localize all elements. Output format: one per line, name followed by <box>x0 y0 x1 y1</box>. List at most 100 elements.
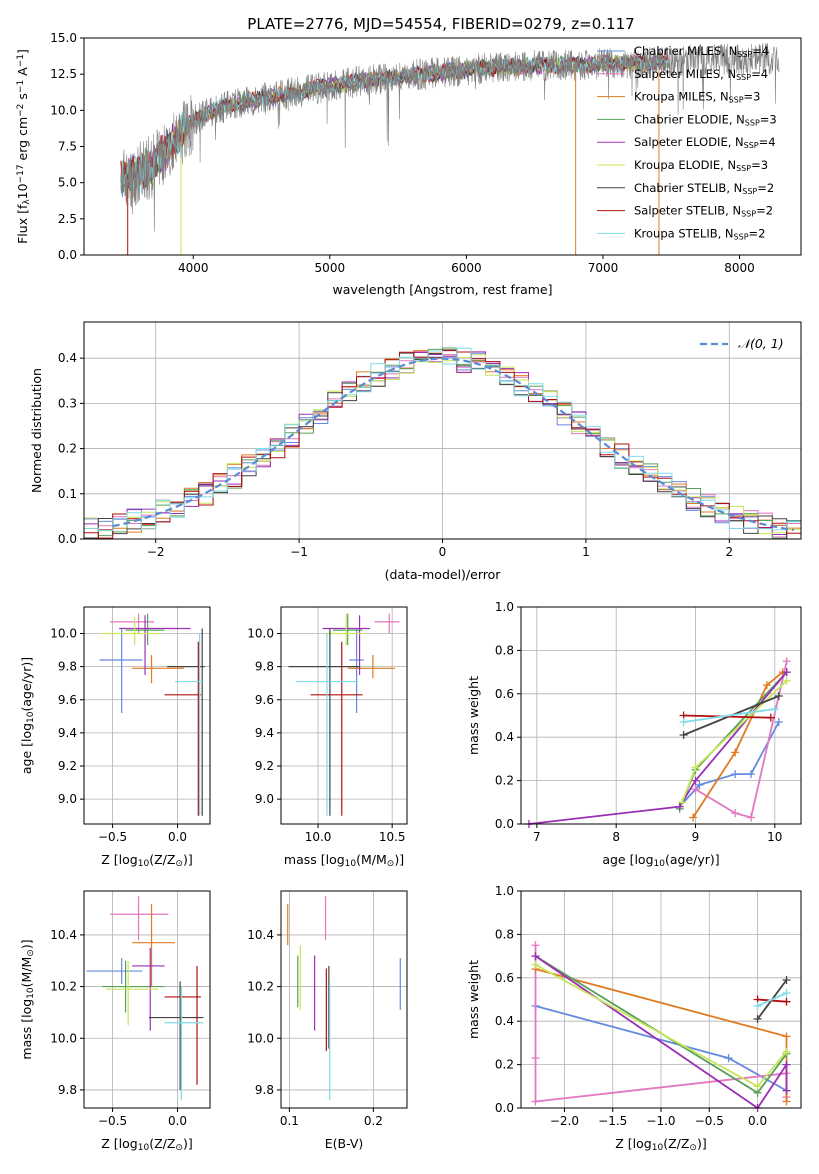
weight-marker-salpeter-elodie <box>531 952 540 961</box>
y-tick-label: 10.0 <box>50 103 77 117</box>
weight-marker-salpeter-miles <box>531 1054 540 1063</box>
weight-line-salpeter-miles <box>695 661 788 819</box>
legend-entry-kroupa-stelib: Kroupa STELIB, NSSP=2 <box>634 226 765 241</box>
legend-suffix: =2 <box>757 181 774 195</box>
y-tick-label: 10.4 <box>247 928 274 942</box>
x-tick-label: 0 <box>439 545 447 559</box>
y-tick-label: 0.1 <box>58 487 77 501</box>
mass_vs_Z-frame <box>83 890 211 1109</box>
x-tick-label: 1 <box>582 545 590 559</box>
weight-marker-chabrier-miles <box>774 718 783 727</box>
y-tick-label: 0.2 <box>495 774 514 788</box>
weight-marker-kroupa-stelib <box>782 988 791 997</box>
legend-suffix: =3 <box>744 90 761 104</box>
y-tick-label: 0.6 <box>495 971 514 985</box>
legend-entry-chabrier-stelib: Chabrier STELIB, NSSP=2 <box>634 181 774 196</box>
weight-marker-salpeter-elodie <box>675 802 684 811</box>
label-part: ⊙ <box>689 1143 697 1153</box>
y-tick-label: 9.8 <box>255 660 274 674</box>
age_vs_mass-frame <box>280 606 408 825</box>
legend-entry-salpeter-elodie: Salpeter ELODIE, NSSP=4 <box>634 135 776 150</box>
spectrum-models <box>120 43 780 255</box>
label-part: (Z/Z <box>149 852 175 867</box>
weight-marker-kroupa-miles <box>689 813 698 822</box>
y-tick-label: 7.5 <box>58 140 77 154</box>
legend-prefix: Chabrier ELODIE, N <box>634 112 745 126</box>
y-tick-label: 10.0 <box>50 627 77 641</box>
y-tick-label: 0.0 <box>58 248 77 262</box>
label-part: −2 <box>16 104 26 117</box>
y-tick-label: 9.0 <box>58 792 77 806</box>
label-part: )] <box>394 852 404 867</box>
x-tick-label: −0.5 <box>695 1114 724 1128</box>
x-tick-label: 0.0 <box>168 830 187 844</box>
weight_vs_Z-ylabel: mass weight <box>466 960 481 1039</box>
weight-marker-kroupa-elodie <box>753 1082 762 1091</box>
weight-marker-kroupa-miles <box>782 1032 791 1041</box>
label-part: A <box>15 67 30 80</box>
label-part: (Z/Z <box>663 1136 689 1151</box>
legend-suffix: =2 <box>756 204 773 218</box>
label-part: 10 <box>26 987 36 999</box>
label-part: age [log <box>602 852 653 867</box>
y-tick-label: 9.8 <box>58 1083 77 1097</box>
age_vs_Z-xlabel: Z [log10(Z/Z⊙)] <box>101 852 192 869</box>
y-tick-label: 5.0 <box>58 176 77 190</box>
mass_vs_ebv-frame <box>280 890 408 1109</box>
label-part: −17 <box>16 164 26 183</box>
x-tick-label: 6000 <box>451 261 482 275</box>
x-tick-label: 7 <box>533 830 541 844</box>
age_vs_Z-axes: −0.5 0.0 9.0 9.2 9.4 9.6 9.8 10.0 <box>50 607 210 844</box>
y-tick-label: 0.4 <box>495 730 514 744</box>
y-tick-label: 10.2 <box>50 980 77 994</box>
x-tick-label: 7000 <box>588 261 619 275</box>
label-part: )] <box>183 852 193 867</box>
residuals-frame <box>83 321 802 540</box>
y-tick-label: 0.0 <box>495 817 514 831</box>
y-tick-label: 9.2 <box>58 759 77 773</box>
label-part: Z [log <box>615 1136 651 1151</box>
x-tick-label: −0.5 <box>98 830 127 844</box>
legend-sub: SSP <box>729 96 744 105</box>
label-part: )] <box>183 1136 193 1151</box>
legend-entry-chabrier-elodie: Chabrier ELODIE, NSSP=3 <box>634 112 777 127</box>
legend-sub: SSP <box>736 164 751 173</box>
weight-marker-kroupa-stelib <box>770 704 779 713</box>
label-part: 10 <box>138 859 150 869</box>
label-part: (M/M <box>19 957 34 988</box>
x-tick-label: 8 <box>612 830 620 844</box>
weight-marker-chabrier-stelib <box>679 731 688 740</box>
x-tick-label: 8000 <box>724 261 755 275</box>
weight_vs_age-frame <box>520 606 802 825</box>
normal-curve <box>112 357 794 532</box>
y-tick-label: 0.2 <box>495 1058 514 1072</box>
residual-histograms <box>84 347 801 539</box>
weight_vs_age-xlabel: age [log10(age/yr)] <box>602 852 719 869</box>
y-tick-label: 0.3 <box>58 396 77 410</box>
legend-entry-kroupa-miles: Kroupa MILES, NSSP=3 <box>634 90 760 105</box>
legend-prefix: Kroupa MILES, N <box>634 90 729 104</box>
mass_vs_Z-axes: −0.5 0.0 9.8 10.0 10.2 10.4 <box>50 891 210 1128</box>
y-tick-label: 0.4 <box>495 1014 514 1028</box>
legend-prefix: Kroupa STELIB, N <box>634 226 734 240</box>
weight-line-salpeter-elodie <box>528 671 788 825</box>
weight-line-kroupa-stelib <box>683 708 775 723</box>
weight-marker-salpeter-elodie <box>782 1086 791 1095</box>
weight-marker-chabrier-miles <box>695 780 704 789</box>
label-part: ⊙ <box>26 949 36 957</box>
label-part: ⊙ <box>175 859 183 869</box>
y-tick-label: 9.4 <box>255 726 274 740</box>
y-tick-label: 9.8 <box>58 660 77 674</box>
observed-spectrum <box>120 43 780 232</box>
age_vs_Z-ylabel: age [log10(age/yr)] <box>19 657 36 774</box>
label-part: ⊙ <box>175 1143 183 1153</box>
weight-marker-salpeter-miles <box>731 809 740 818</box>
y-tick-label: 10.0 <box>247 1031 274 1045</box>
mass_vs_Z-xlabel: Z [log10(Z/Z⊙)] <box>101 1136 192 1153</box>
label-part: ⊙ <box>387 859 395 869</box>
label-part: Z [log <box>101 852 137 867</box>
label-part: Z [log <box>101 1136 137 1151</box>
legend-suffix: =4 <box>759 135 776 149</box>
x-tick-label: 0.2 <box>364 1114 383 1128</box>
